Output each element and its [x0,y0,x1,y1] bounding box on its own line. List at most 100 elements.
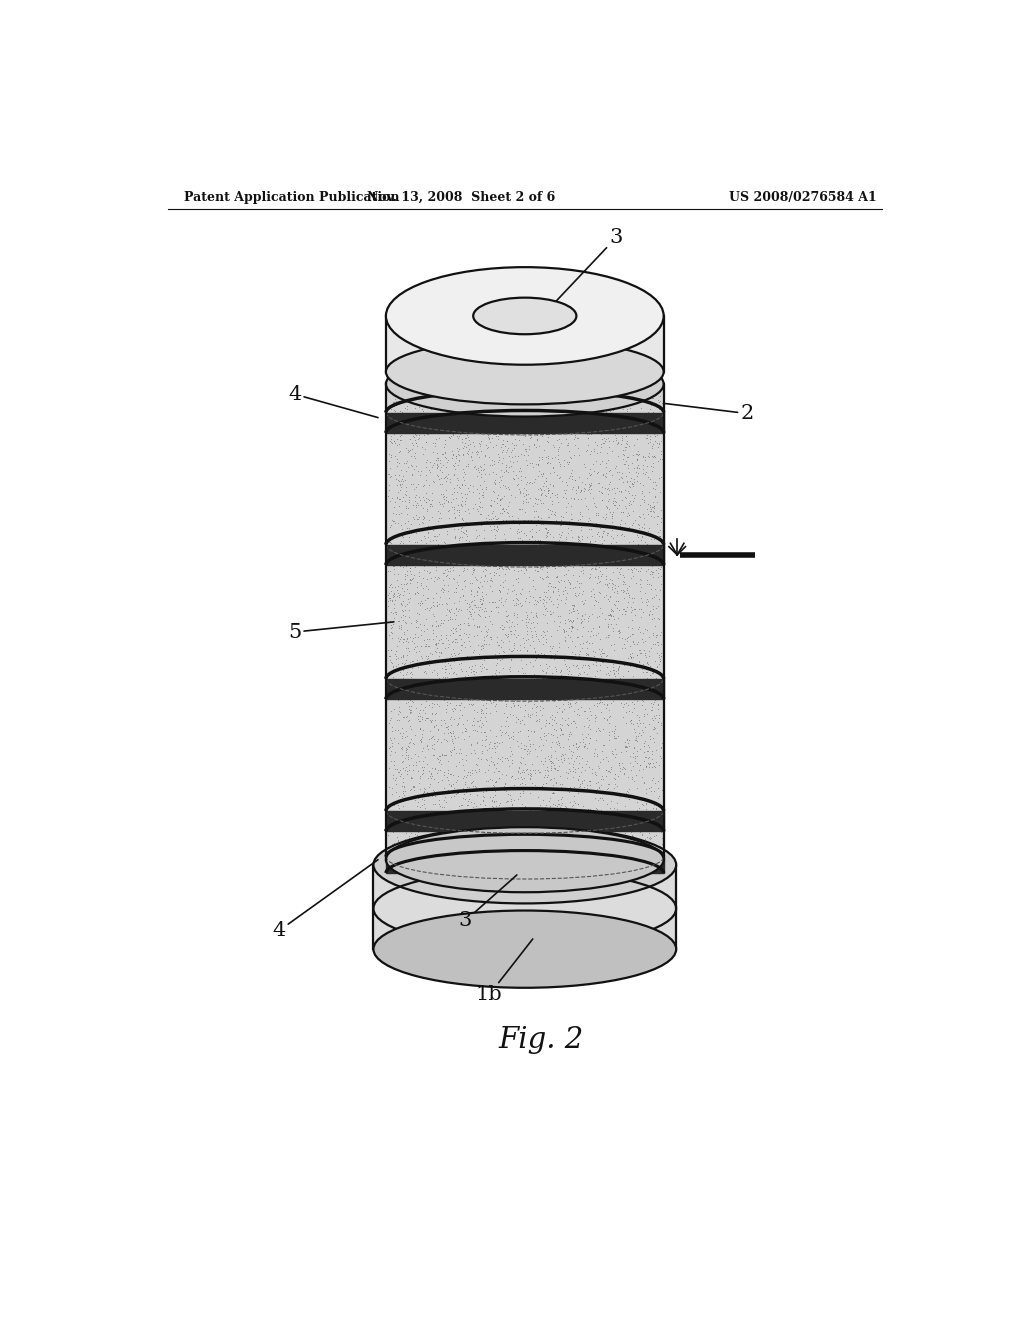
Point [479,379,496,400]
Point [472,380,488,401]
Point [407,623,423,644]
Point [480,504,497,525]
Point [637,540,653,561]
Point [551,632,567,653]
Point [477,810,494,832]
Point [625,549,641,570]
Point [401,535,418,556]
Point [626,411,642,432]
Point [393,718,410,739]
Point [575,389,592,411]
Point [509,694,525,715]
Point [565,401,582,422]
Point [628,751,644,772]
Point [451,504,467,525]
Point [642,425,658,446]
Point [408,752,424,774]
Point [629,832,645,853]
Point [511,513,527,535]
Point [429,763,445,784]
Point [646,541,663,562]
Point [472,801,488,822]
Point [417,378,433,399]
Point [411,507,427,528]
Point [473,829,489,850]
Point [484,789,501,810]
Point [618,729,635,750]
Point [622,710,638,731]
Point [513,521,529,543]
Point [650,437,667,458]
Point [638,424,654,445]
Point [651,519,668,540]
Point [622,635,638,656]
Point [555,546,571,568]
Point [626,803,642,824]
Point [471,605,487,626]
Point [442,420,459,441]
Point [650,668,667,689]
Point [640,590,656,611]
Point [460,626,476,647]
Point [406,655,422,676]
Point [441,741,458,762]
Point [437,656,454,677]
Point [429,730,445,751]
Point [623,647,639,668]
Point [510,624,526,645]
Point [497,500,513,521]
Point [527,648,544,669]
Point [599,830,615,851]
Point [618,498,635,519]
Point [637,830,653,851]
Point [612,817,629,838]
Point [539,380,555,401]
Point [557,627,573,648]
Point [562,550,579,572]
Point [514,710,530,731]
Point [579,751,595,772]
Point [468,667,484,688]
Point [501,616,517,638]
Point [441,634,458,655]
Point [562,446,579,467]
Point [382,589,398,610]
Point [606,595,623,616]
Point [560,748,577,770]
Point [479,779,496,800]
Point [487,463,504,484]
Point [583,541,599,562]
Point [445,661,462,682]
Point [552,723,568,744]
Point [583,620,599,642]
Point [568,838,585,859]
Point [456,612,472,634]
Point [596,428,612,449]
Point [502,661,518,682]
Point [493,495,509,516]
Point [597,392,613,413]
Point [645,693,662,714]
Point [409,572,425,593]
Point [588,772,604,793]
Point [566,434,583,455]
Point [591,678,607,700]
Point [553,524,569,545]
Point [617,812,634,833]
Point [523,527,540,548]
Point [594,602,610,623]
Point [464,609,480,630]
Point [415,700,431,721]
Point [417,519,433,540]
Point [618,825,635,846]
Point [445,737,462,758]
Point [613,389,630,411]
Point [625,684,641,705]
Point [514,684,530,705]
Point [430,630,446,651]
Point [550,440,566,461]
Point [543,750,559,771]
Point [387,759,403,780]
Point [545,582,561,603]
Point [618,548,635,569]
